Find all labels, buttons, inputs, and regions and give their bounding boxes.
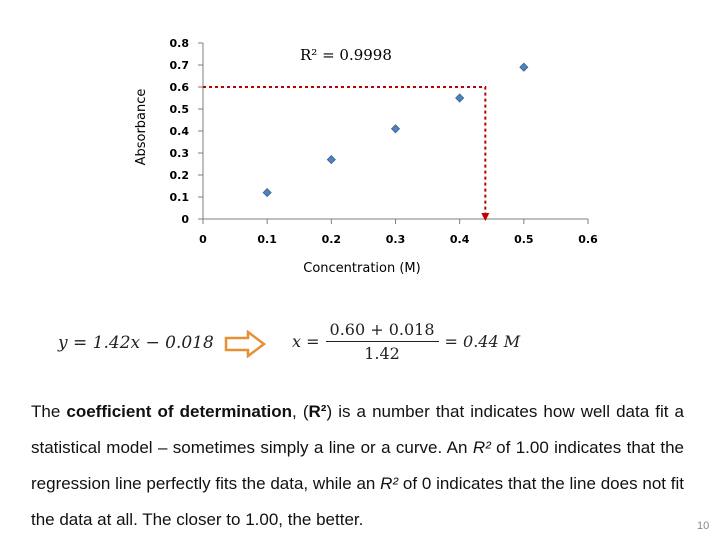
y-tick-label: 0.1 [170, 191, 190, 204]
data-points [262, 62, 529, 198]
solve-result: = 0.44 M [444, 332, 521, 351]
x-tick-label: 0 [199, 233, 207, 246]
page-number: 10 [697, 520, 710, 532]
data-point [390, 124, 401, 134]
data-point [455, 93, 465, 103]
solve-lhs: x = [292, 332, 320, 351]
definition-paragraph: The coefficient of determination, (R²) i… [31, 394, 684, 538]
y-axis-title: Absorbance [134, 89, 149, 166]
data-point [262, 188, 272, 198]
implies-arrow-icon [224, 330, 266, 358]
x-axis-title: Concentration (M) [303, 261, 420, 276]
fraction-denominator: 1.42 [364, 344, 400, 363]
y-tick-label: 0.2 [170, 169, 190, 182]
red-guide-line [203, 86, 490, 221]
data-point [519, 62, 529, 72]
solved-equation: x = 0.60 + 0.018 1.42 = 0.44 M [292, 320, 520, 363]
x-tick-label: 0.6 [578, 233, 598, 246]
para-text: ) is a number that indicates how well da… [31, 402, 684, 457]
para-term: coefficient of determination [66, 402, 293, 421]
x-tick-label: 0.2 [322, 233, 342, 246]
y-tick-label: 0 [181, 213, 189, 226]
y-tick-label: 0.6 [170, 81, 190, 94]
regression-equation: y = 1.42x − 0.018 [58, 333, 214, 353]
para-text: , ( [292, 402, 309, 421]
x-tick-label: 0.4 [450, 233, 470, 246]
para-r2: R² [472, 438, 491, 457]
para-text: The [31, 402, 67, 421]
para-text: of 1.00 indicates that the regression li… [31, 438, 684, 493]
x-axis: 0 0.1 0.2 0.3 0.4 0.5 0.6 [199, 218, 598, 246]
y-tick-label: 0.8 [170, 37, 190, 50]
x-tick-label: 0.1 [257, 233, 277, 246]
para-r2: R² [380, 474, 399, 493]
r-squared-label: R² = 0.9998 [300, 46, 392, 64]
fraction: 0.60 + 0.018 1.42 [325, 320, 439, 363]
data-point [326, 155, 336, 165]
y-tick-label: 0.3 [170, 147, 190, 160]
y-tick-label: 0.7 [170, 59, 190, 72]
guide-path [203, 86, 490, 221]
y-axis: 0 0.1 0.2 0.3 0.4 0.5 0.6 0.7 0.8 [170, 37, 204, 226]
x-tick-label: 0.5 [514, 233, 534, 246]
fraction-numerator: 0.60 + 0.018 [325, 320, 439, 342]
para-r2: R² [308, 402, 327, 421]
y-tick-label: 0.4 [170, 125, 190, 138]
y-tick-label: 0.5 [170, 103, 190, 116]
scatter-chart: 00.10.20.30.40.50.60.70.8 0 0.1 0.2 0.3 0.4 0… [134, 37, 598, 276]
para-text: of 0 indicates that the line does not fi… [31, 474, 685, 529]
x-tick-label: 0.3 [386, 233, 406, 246]
